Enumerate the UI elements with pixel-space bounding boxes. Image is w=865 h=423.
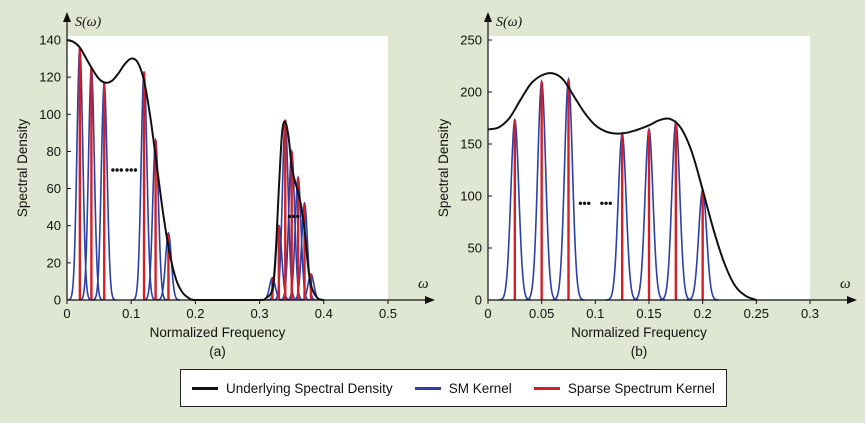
panel-a-sm-kernel-peak bbox=[267, 224, 291, 301]
legend-swatch-sparse-spectrum bbox=[533, 386, 560, 390]
panel-b-y-tick-label: 150 bbox=[460, 137, 482, 152]
panel-a-ellipsis-dot bbox=[119, 168, 123, 172]
panel-a-ellipsis-dot bbox=[291, 214, 296, 219]
panel-a-ellipsis bbox=[287, 214, 300, 219]
panel-b-ellipsis-dot bbox=[587, 201, 591, 205]
panel-a-chart: 0 20 40 60 80 100 120 140 0 0.1 0.2 0.3 0.4 0.5 Spect… bbox=[15, 12, 435, 359]
panel-a-xlabel: Normalized Frequency bbox=[150, 325, 286, 340]
panel-b-ellipsis bbox=[578, 201, 591, 205]
legend-item-sm-kernel: SM Kernel bbox=[414, 380, 512, 396]
panel-a-y-tick-label: 80 bbox=[47, 144, 61, 159]
panel-b-chart: 0 50 100 150 200 250 0 0.05 0.1 0.15 0.2 0.25 0.3 Sp… bbox=[436, 12, 857, 359]
panel-a-x-symbol: ω bbox=[418, 276, 429, 292]
panel-b-x-tick-label: 0.15 bbox=[636, 306, 661, 321]
panel-a-y-tick-label: 100 bbox=[39, 107, 61, 122]
panel-a-y-symbol: S(ω) bbox=[75, 15, 102, 30]
panel-b-y-tick-label: 50 bbox=[468, 241, 482, 256]
panel-a-y-tick-label: 0 bbox=[54, 293, 61, 308]
panel-b-x-tick-label: 0.2 bbox=[694, 306, 712, 321]
panel-a-ellipsis-dot bbox=[115, 168, 119, 172]
panel-b-ellipsis-dot bbox=[578, 201, 583, 205]
panel-b-x-tick-label: 0.25 bbox=[744, 306, 769, 321]
panel-a-ellipsis-dot bbox=[133, 168, 138, 172]
legend-label-sm-kernel: SM Kernel bbox=[448, 380, 512, 396]
panel-b-x-tick-label: 0 bbox=[484, 306, 491, 321]
panel-a-x-tick-label: 0.4 bbox=[315, 306, 333, 321]
panel-a-ylabel: Spectral Density bbox=[15, 119, 30, 218]
panel-a-ellipsis bbox=[111, 168, 123, 172]
panel-a-ellipsis-dot bbox=[125, 168, 129, 172]
panel-b-x-tick-label: 0.3 bbox=[801, 306, 819, 321]
panel-b-x-axis-arrow bbox=[847, 296, 857, 304]
panel-b-y-axis-arrow bbox=[484, 12, 492, 22]
panel-a-x-tick-label: 0.3 bbox=[251, 306, 269, 321]
panel-b-y-tick-label: 100 bbox=[460, 189, 482, 204]
panel-b-y-tick-label: 250 bbox=[460, 33, 482, 48]
panel-a-ellipsis-dot bbox=[111, 168, 115, 172]
panel-a-x-tick-label: 0 bbox=[63, 306, 70, 321]
legend-item-underlying: Underlying Spectral Density bbox=[192, 381, 393, 396]
panel-b-underlying-density-line bbox=[487, 72, 757, 301]
panel-a-plot-area bbox=[67, 36, 388, 300]
panel-b-ellipsis-dot bbox=[608, 201, 612, 205]
panel-a-underlying-density-line bbox=[66, 39, 325, 302]
panel-b-ellipsis-dot bbox=[604, 201, 608, 205]
panel-a-x-tick-label: 0.1 bbox=[122, 306, 140, 321]
panel-a-ellipsis bbox=[125, 168, 138, 172]
legend-swatch-underlying bbox=[192, 386, 219, 390]
panel-a-y-tick-label: 120 bbox=[39, 70, 61, 85]
panel-a-ellipsis-dot bbox=[287, 214, 292, 219]
panel-a-sm-kernel-peak bbox=[132, 71, 156, 301]
panel-a-x-tick-label: 0.2 bbox=[186, 306, 204, 321]
panel-a-y-tick-label: 60 bbox=[47, 181, 61, 196]
legend-swatch-sm-kernel bbox=[414, 386, 441, 390]
panel-b-x-tick-label: 0.1 bbox=[586, 306, 604, 321]
legend-label-sparse-spectrum: Sparse Spectrum Kernel bbox=[567, 380, 715, 396]
panel-a-marks bbox=[66, 39, 325, 302]
legend-item-sparse-spectrum: Sparse Spectrum Kernel bbox=[533, 380, 715, 396]
panel-b-caption: (b) bbox=[631, 344, 648, 359]
panel-b-x-tick-label: 0.05 bbox=[529, 306, 554, 321]
panel-a-y-tick-label: 20 bbox=[47, 255, 61, 270]
panel-a-axes: 0 20 40 60 80 100 120 140 0 0.1 0.2 0.3 0.4 0.5 bbox=[39, 12, 435, 321]
panel-b-marks bbox=[487, 72, 757, 301]
panel-b-x-symbol: ω bbox=[840, 276, 851, 292]
panel-b-y-symbol: S(ω) bbox=[496, 15, 523, 30]
panel-a-caption: (a) bbox=[209, 344, 226, 359]
panel-a-x-axis-arrow bbox=[425, 296, 435, 304]
panel-b-axes: 0 50 100 150 200 250 0 0.05 0.1 0.15 0.2 0.25 0.3 bbox=[460, 12, 857, 321]
panel-a-y-axis-arrow bbox=[63, 12, 71, 22]
panel-b-y-tick-label: 200 bbox=[460, 85, 482, 100]
panel-a-ellipsis-dot bbox=[296, 214, 300, 219]
panel-b-ellipsis-dot bbox=[600, 201, 604, 205]
panel-a-x-tick-label: 0.5 bbox=[379, 306, 397, 321]
panel-b-ellipsis-dot bbox=[582, 201, 587, 205]
panel-b-ellipsis bbox=[600, 201, 612, 205]
panel-a-y-tick-label: 140 bbox=[39, 33, 61, 48]
panel-b-ylabel: Spectral Density bbox=[436, 119, 451, 218]
panel-b-y-tick-label: 0 bbox=[475, 293, 482, 308]
legend: Underlying Spectral Density SM Kernel Sp… bbox=[180, 369, 727, 407]
panel-b-xlabel: Normalized Frequency bbox=[571, 325, 707, 340]
panel-a-sm-kernel-peak bbox=[156, 231, 181, 301]
panel-a-ellipsis-dot bbox=[129, 168, 133, 172]
panel-a-y-tick-label: 40 bbox=[47, 218, 61, 233]
legend-label-underlying: Underlying Spectral Density bbox=[226, 380, 393, 396]
